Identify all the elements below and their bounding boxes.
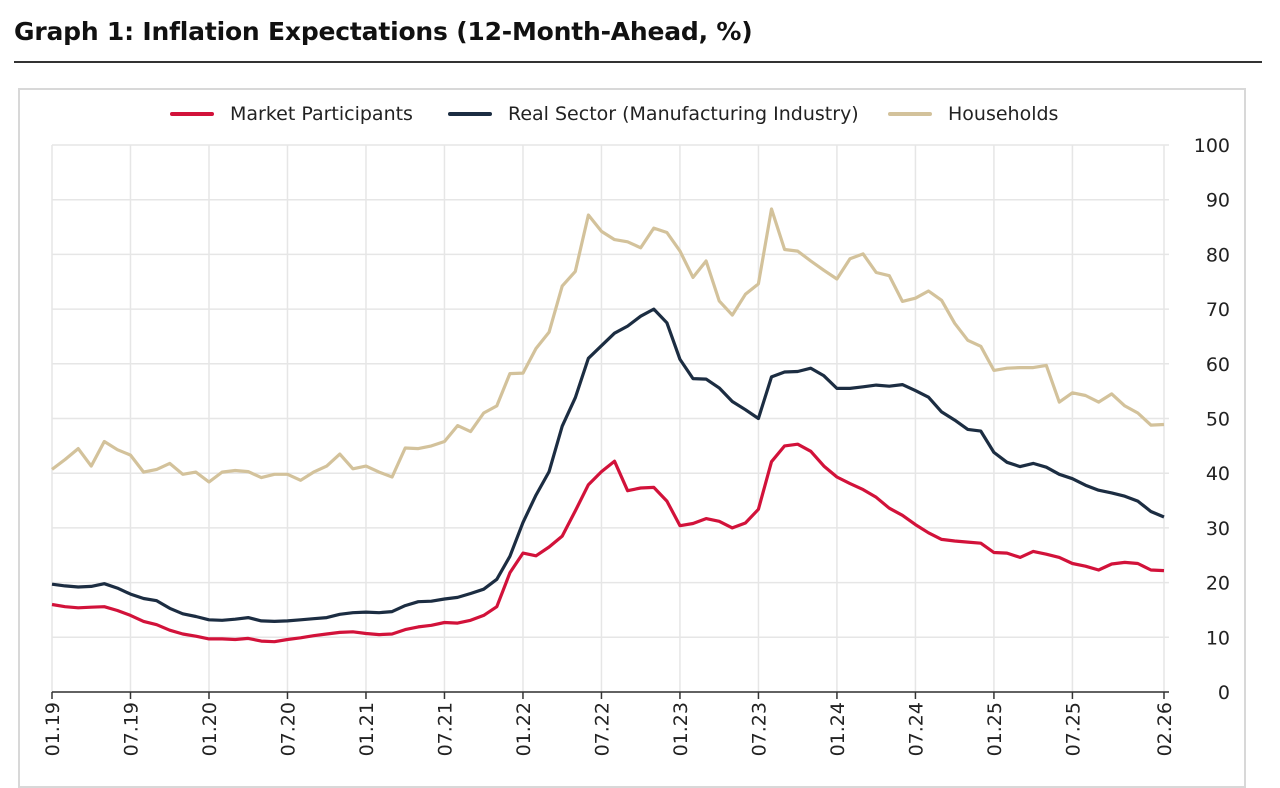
series-line-real-sector-manufacturing-industry [51,307,1165,624]
x-tick-label: 01.25 [984,702,1006,756]
legend-item-real-sector: Real Sector (Manufacturing Industry) [448,103,859,125]
y-tick-label: 60 [1206,354,1230,376]
y-tick-label: 80 [1206,244,1230,266]
x-tick-label: 07.22 [591,702,613,756]
y-tick-label: 20 [1206,573,1230,595]
x-tick-label: 07.20 [277,702,299,756]
series-line-households [51,207,1165,484]
y-tick-label: 30 [1206,518,1230,540]
y-tick-label: 40 [1206,463,1230,485]
x-tick-label: 01.19 [42,702,64,756]
legend-swatch [448,112,492,116]
x-tick-label: 02.26 [1154,702,1176,756]
x-tick-label: 07.24 [905,702,927,756]
y-tick-label: 50 [1206,409,1230,431]
legend-label: Households [948,103,1059,125]
legend-swatch [888,112,932,116]
legend-item-market-participants: Market Participants [170,103,413,125]
x-tick-label: 07.19 [120,702,142,756]
x-tick-label: 07.23 [748,702,770,756]
legend-label: Real Sector (Manufacturing Industry) [508,103,859,125]
x-tick-label: 07.25 [1062,702,1084,756]
chart-title: Graph 1: Inflation Expectations (12-Mont… [14,17,753,46]
x-tick-label: 01.24 [827,702,849,756]
legend-label: Market Participants [230,103,413,125]
title-divider [14,61,1262,63]
y-tick-label: 0 [1218,682,1230,704]
y-tick-label: 70 [1206,299,1230,321]
y-tick-label: 100 [1194,135,1230,157]
legend-swatch [170,112,214,116]
y-tick-label: 10 [1206,627,1230,649]
y-tick-label: 90 [1206,190,1230,212]
x-tick-label: 07.21 [434,702,456,756]
x-tick-label: 01.23 [670,702,692,756]
series-line-market-participants [51,442,1165,644]
x-tick-label: 01.20 [199,702,221,756]
x-tick-label: 01.21 [356,702,378,756]
x-tick-label: 01.22 [513,702,535,756]
legend-item-households: Households [888,103,1058,125]
